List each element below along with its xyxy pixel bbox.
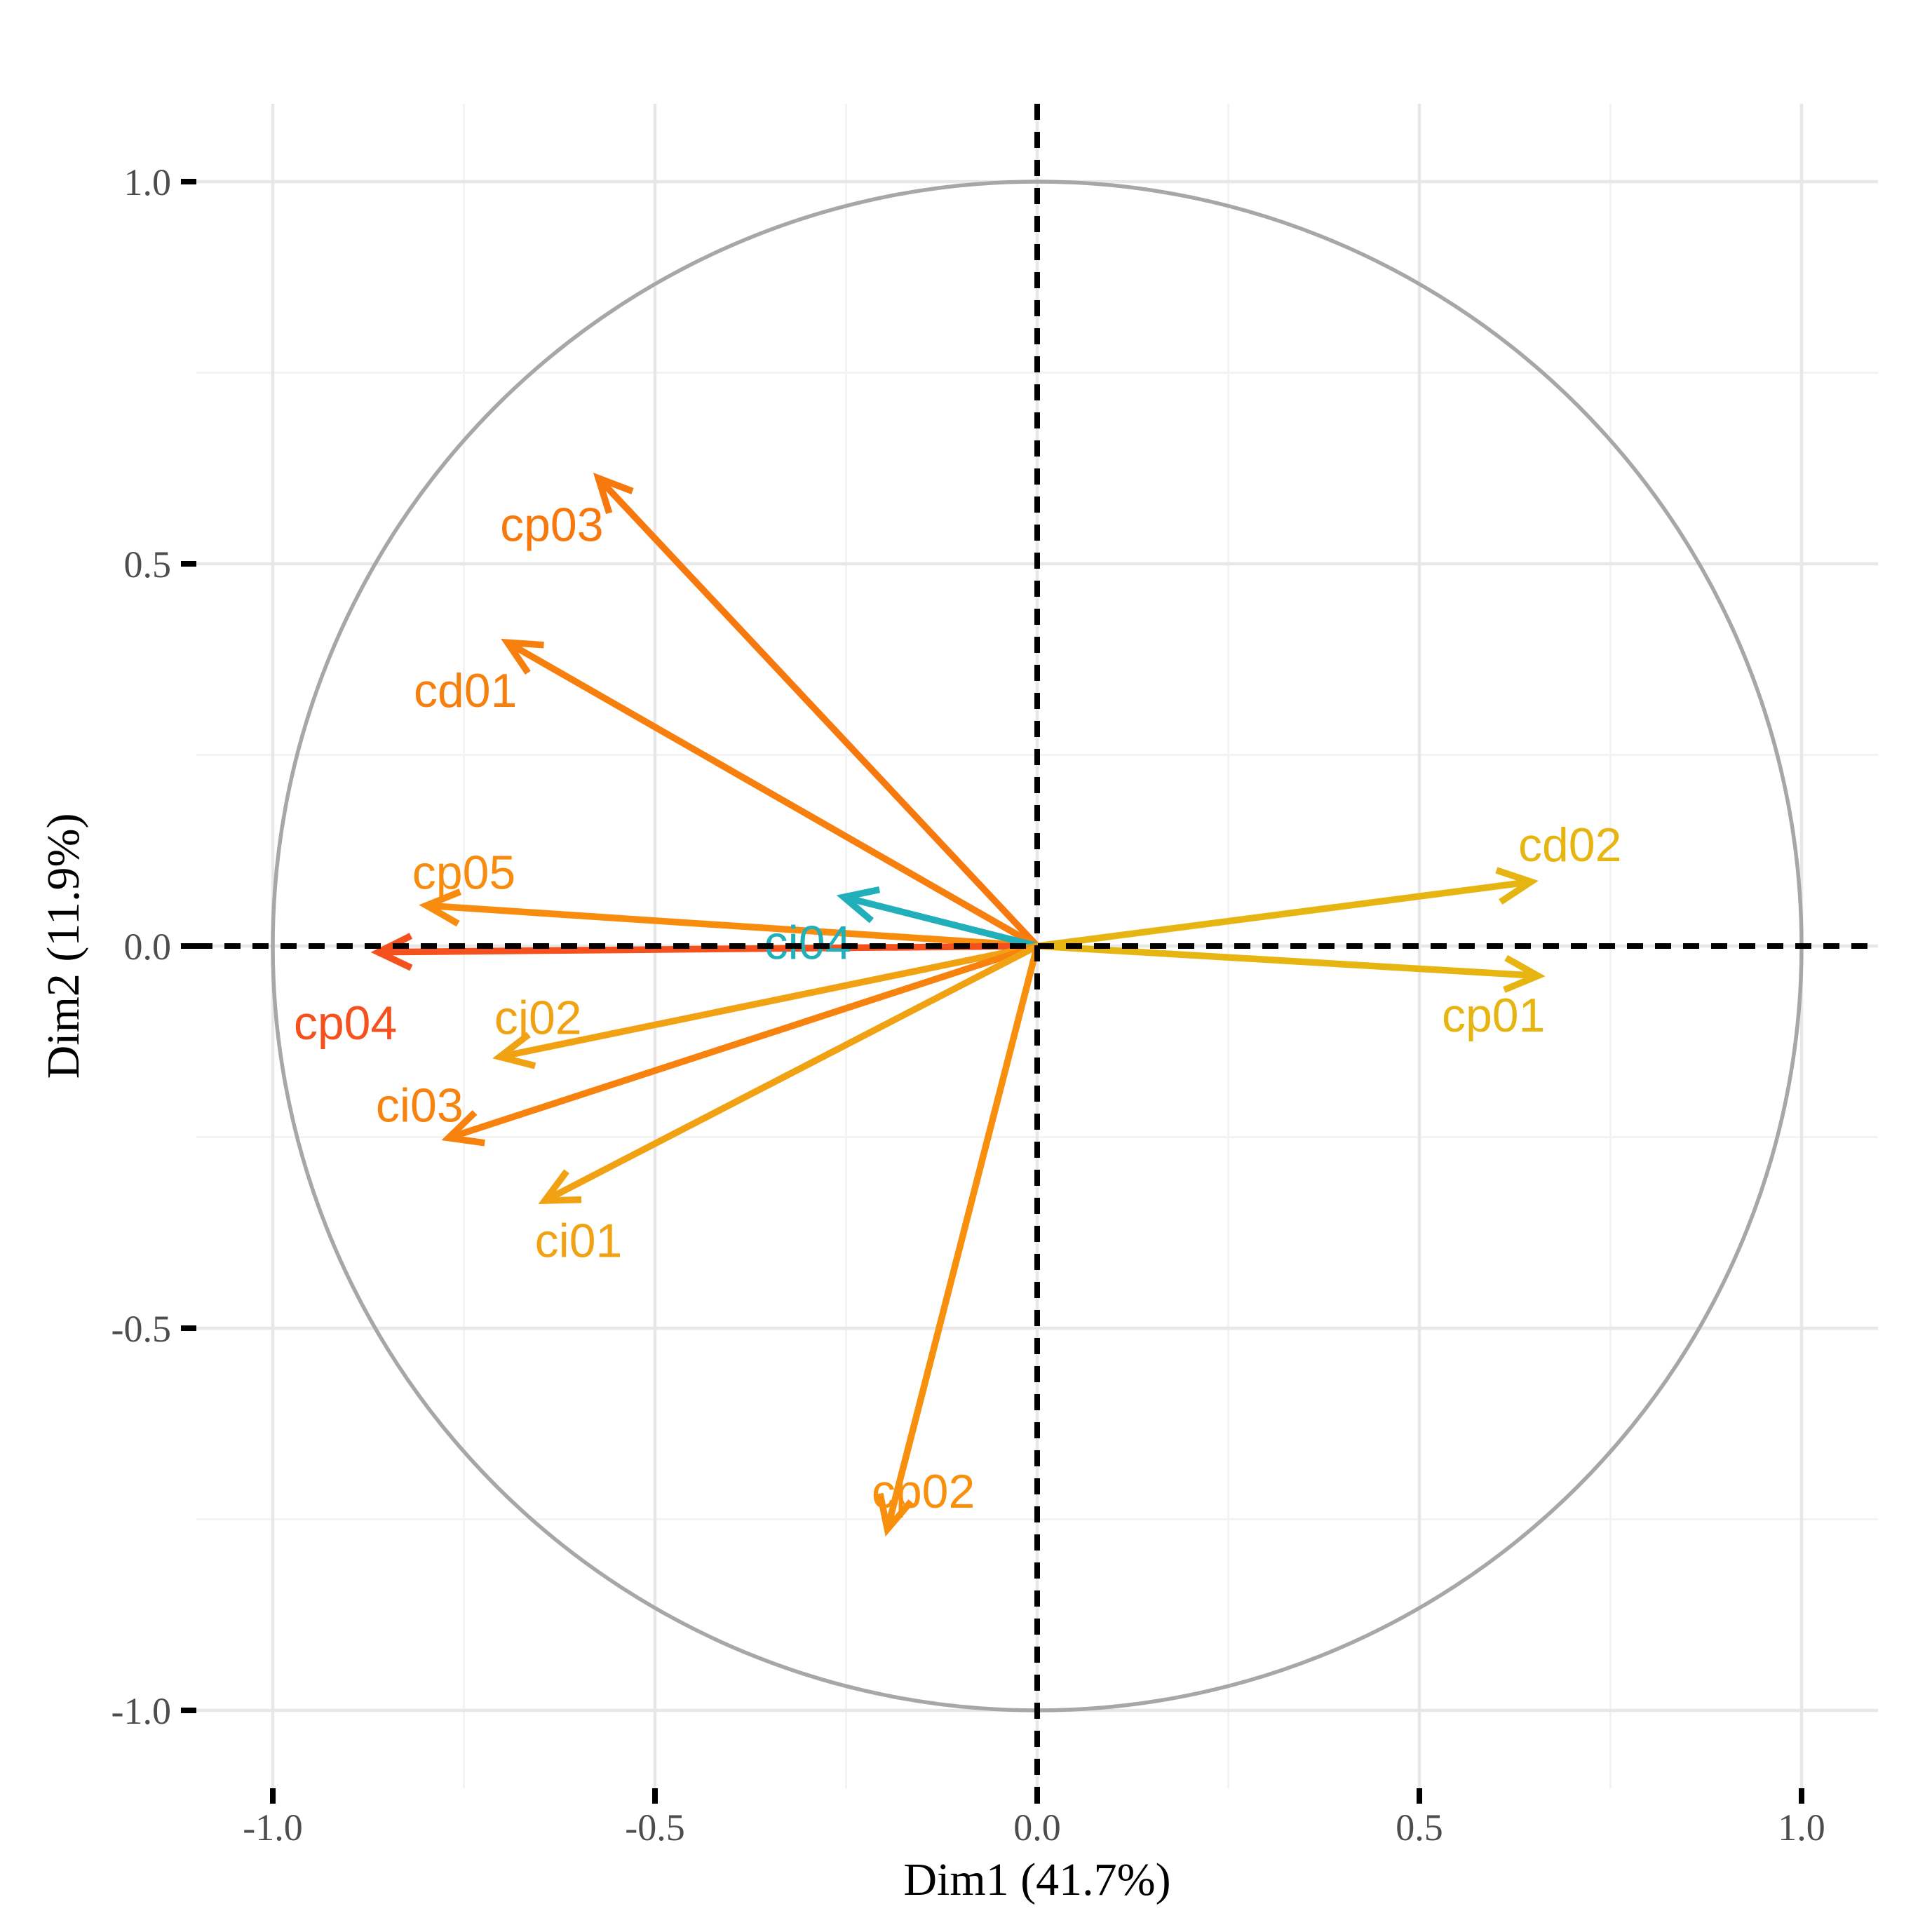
- variable-label-cj02: cj02: [494, 991, 582, 1044]
- arrow-shaft-cd01: [506, 640, 1039, 950]
- variable-label-cp04: cp04: [294, 997, 397, 1050]
- arrow-shaft-cd02: [1036, 878, 1532, 950]
- y-tick-label: -1.0: [112, 1690, 171, 1732]
- variable-label-cp05: cp05: [412, 846, 515, 899]
- x-tick-label: -1.0: [243, 1806, 302, 1849]
- arrow-shaft-ci04: [843, 893, 1039, 950]
- variable-label-ci01: ci01: [535, 1215, 623, 1268]
- x-axis-title: Dim1 (41.7%): [903, 1854, 1170, 1905]
- y-tick-label: -0.5: [112, 1308, 171, 1350]
- arrow-shaft-cp01: [1036, 943, 1539, 980]
- arrow-head-cd02: [1495, 867, 1539, 905]
- arrow-head-cp03: [593, 473, 634, 515]
- arrow-head-cp01: [1503, 954, 1546, 993]
- variable-label-cp03: cp03: [500, 498, 603, 551]
- variable-label-cp02: cp02: [872, 1465, 975, 1518]
- arrow-shaft-cj02: [499, 943, 1038, 1060]
- y-tick-label: 0.5: [124, 543, 172, 586]
- arrow-head-ci04: [836, 886, 881, 924]
- variable-labels-layer: cp03 cd01 cp05 cp04 ci04 cj02 ci03 ci01 cp02 cd02…: [294, 498, 1622, 1518]
- arrow-shaft-cp02: [884, 945, 1041, 1530]
- x-tick-label: 0.5: [1396, 1806, 1443, 1849]
- arrow-shaft-ci01: [543, 943, 1039, 1204]
- variable-label-cp01: cp01: [1442, 989, 1545, 1042]
- arrow-head-ci01: [538, 1169, 582, 1204]
- y-axis-title: Dim2 (11.9%): [38, 813, 89, 1079]
- variable-arrows-layer: [370, 473, 1546, 1537]
- variable-label-cd02: cd02: [1518, 818, 1621, 872]
- zero-dashed-lines-layer: [196, 104, 1878, 1788]
- variable-label-cd01: cd01: [414, 664, 517, 717]
- arrow-shaft-cp03: [595, 475, 1040, 949]
- arrow-shaft-ci03: [447, 943, 1039, 1142]
- y-tick-label: 0.0: [124, 926, 172, 968]
- variable-label-ci03: ci03: [376, 1079, 464, 1133]
- arrow-head-cp02: [877, 1492, 914, 1537]
- x-tick-label: 0.0: [1013, 1806, 1061, 1849]
- arrow-head-cj02: [492, 1032, 536, 1069]
- x-tick-label: 1.0: [1778, 1806, 1825, 1849]
- arrow-head-cd01: [501, 638, 544, 675]
- y-tick-label: 1.0: [124, 161, 172, 203]
- x-tick-label: -0.5: [625, 1806, 684, 1849]
- arrow-shaft-cp05: [426, 902, 1038, 950]
- arrow-head-cp04: [370, 933, 413, 971]
- variable-label-ci04: ci04: [764, 917, 852, 970]
- axis-layer: -1.0 -0.5 0.0 0.5 1.0 -1.0 -0.5 0.0 0.5 1.0: [112, 161, 1825, 1849]
- arrow-head-cp05: [419, 889, 462, 927]
- arrow-head-ci03: [441, 1110, 485, 1147]
